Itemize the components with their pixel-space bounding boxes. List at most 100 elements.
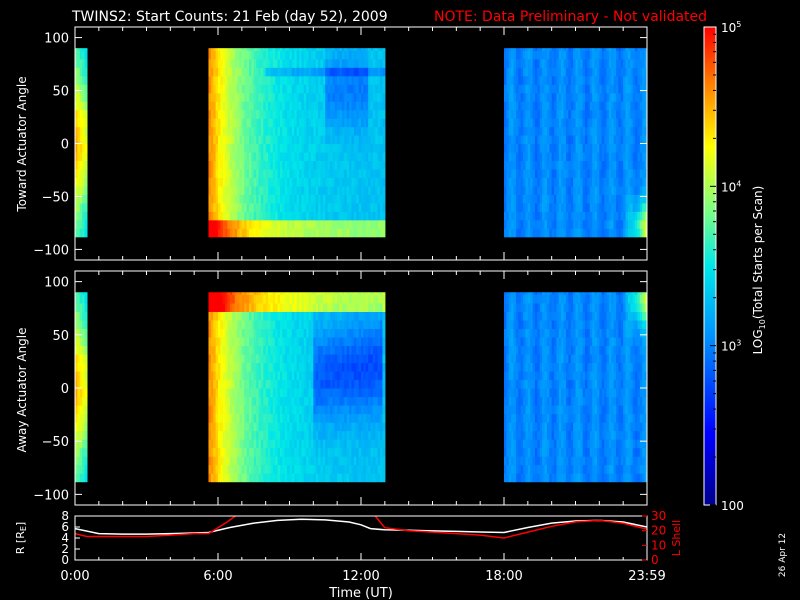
away-heatmap-cell <box>303 379 307 389</box>
away-heatmap-cell <box>303 292 307 295</box>
toward-heatmap-cell <box>294 84 298 94</box>
away-heatmap-cell <box>358 396 362 406</box>
away-heatmap-cell <box>256 396 260 406</box>
toward-heatmap-cell <box>568 202 572 212</box>
toward-heatmap-cell <box>310 185 314 195</box>
away-heatmap-cell <box>349 413 353 423</box>
toward-heatmap-cell <box>363 109 367 119</box>
away-heatmap-cell <box>277 439 281 449</box>
away-heatmap-cell <box>246 396 250 406</box>
away-heatmap-cell <box>289 405 293 415</box>
away-heatmap-cell <box>241 370 245 381</box>
away-heatmap-cell <box>225 379 229 389</box>
toward-heatmap-cell <box>291 160 295 170</box>
toward-heatmap-cell <box>282 84 286 94</box>
toward-heatmap-cell <box>284 151 288 162</box>
away-heatmap-cell <box>263 379 267 389</box>
toward-heatmap-cell <box>301 168 305 178</box>
toward-heatmap-cell <box>515 118 519 128</box>
away-heatmap-cell <box>315 370 319 381</box>
away-heatmap-cell <box>339 370 343 381</box>
away-heatmap-cell <box>310 413 314 423</box>
away-heatmap-cell <box>361 370 364 381</box>
toward-heatmap-cell <box>592 48 596 51</box>
away-heatmap-cell <box>365 311 369 321</box>
toward-heatmap-cell <box>546 48 550 51</box>
toward-heatmap-cell <box>282 135 286 145</box>
away-heatmap-cell <box>361 396 364 406</box>
toward-heatmap-cell <box>568 126 572 136</box>
toward-heatmap-cell <box>570 126 574 136</box>
toward-heatmap-cell <box>542 151 546 162</box>
toward-heatmap-cell <box>334 151 338 162</box>
toward-heatmap-cell <box>344 109 348 119</box>
toward-heatmap-cell <box>313 151 317 162</box>
toward-heatmap-cell <box>623 151 627 162</box>
toward-heatmap-cell <box>256 160 260 170</box>
toward-heatmap-cell <box>220 135 224 145</box>
away-heatmap-cell <box>315 345 319 355</box>
toward-heatmap-cell <box>506 126 510 136</box>
away-heatmap-cell <box>318 388 322 398</box>
toward-heatmap-cell <box>565 75 569 85</box>
toward-heatmap-cell <box>251 211 255 221</box>
toward-heatmap-cell <box>218 194 221 204</box>
away-heatmap-cell <box>349 447 353 457</box>
y-tick-label: 100 <box>44 32 69 47</box>
toward-heatmap-cell <box>606 151 610 162</box>
away-heatmap-cell <box>222 328 226 338</box>
toward-heatmap-cell <box>525 160 529 170</box>
toward-heatmap-cell <box>513 92 517 102</box>
away-heatmap-cell <box>251 336 255 347</box>
away-heatmap-cell <box>315 319 319 330</box>
toward-heatmap-cell <box>229 109 233 119</box>
away-heatmap-cell <box>213 413 217 423</box>
away-heatmap-cell <box>320 439 324 449</box>
toward-heatmap-cell <box>361 168 364 178</box>
away-heatmap-cell <box>284 422 288 432</box>
away-heatmap-cell <box>222 413 226 423</box>
away-heatmap-cell <box>244 413 248 423</box>
toward-heatmap-cell <box>558 151 562 162</box>
away-heatmap-cell <box>315 294 319 304</box>
away-heatmap-cell <box>315 328 319 338</box>
toward-heatmap-cell <box>346 194 350 204</box>
toward-heatmap-cell <box>642 118 646 128</box>
toward-heatmap-cell <box>244 135 248 145</box>
toward-heatmap-cell <box>361 109 364 119</box>
away-heatmap-cell <box>210 464 214 474</box>
away-heatmap-cell <box>284 370 288 381</box>
toward-heatmap-cell <box>318 168 322 178</box>
toward-heatmap-cell <box>351 50 355 60</box>
toward-heatmap-cell <box>370 168 374 178</box>
away-heatmap-cell <box>365 430 369 440</box>
away-heatmap-cell <box>279 353 283 364</box>
toward-heatmap-cell <box>232 101 236 111</box>
away-heatmap-cell <box>275 379 279 389</box>
away-heatmap-cell <box>260 370 264 381</box>
toward-heatmap-cell <box>375 135 379 145</box>
away-heatmap-cell <box>327 430 331 440</box>
toward-heatmap-cell <box>611 92 615 102</box>
toward-heatmap-cell <box>353 202 357 212</box>
away-heatmap-cell <box>256 413 260 423</box>
away-heatmap-cell <box>256 294 260 304</box>
away-heatmap-cell <box>215 388 219 398</box>
toward-heatmap-cell <box>265 67 269 77</box>
toward-heatmap-cell <box>639 84 643 94</box>
toward-heatmap-cell <box>346 75 350 85</box>
toward-heatmap-cell <box>318 219 322 229</box>
toward-heatmap-cell <box>296 75 300 85</box>
toward-heatmap-cell <box>513 194 517 204</box>
toward-heatmap-cell <box>632 58 636 68</box>
toward-heatmap-cell <box>377 151 381 162</box>
away-heatmap-cell <box>79 311 83 321</box>
away-heatmap-cell <box>308 345 312 355</box>
toward-heatmap-cell <box>542 101 546 111</box>
toward-heatmap-cell <box>330 58 333 68</box>
away-heatmap-cell <box>225 353 229 364</box>
toward-heatmap-cell <box>246 101 250 111</box>
away-heatmap-cell <box>353 353 357 364</box>
away-heatmap-cell <box>79 396 83 406</box>
away-heatmap-cell <box>320 422 324 432</box>
